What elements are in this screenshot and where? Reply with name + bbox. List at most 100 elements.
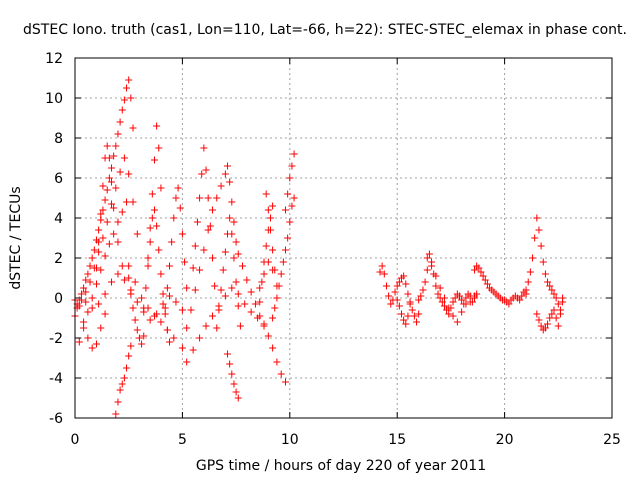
data-point (172, 194, 180, 202)
data-point (552, 314, 560, 322)
data-point (385, 292, 393, 300)
data-point (112, 142, 120, 150)
series-arc-x (82, 270, 186, 324)
data-point (105, 174, 113, 182)
data-point (279, 258, 287, 266)
data-point (258, 278, 266, 286)
series-arc-aa (415, 250, 481, 318)
data-point (434, 290, 442, 298)
data-point (181, 258, 189, 266)
data-point (269, 266, 277, 274)
data-point (260, 270, 268, 278)
data-point (282, 206, 290, 214)
data-point (129, 198, 137, 206)
data-point (157, 184, 165, 192)
data-point (290, 150, 298, 158)
data-point (110, 204, 118, 212)
data-point (256, 284, 264, 292)
data-point (548, 286, 556, 294)
series-arc-cc (471, 262, 530, 308)
data-point (178, 230, 186, 238)
data-point (120, 96, 128, 104)
data-point (217, 182, 225, 190)
data-point (269, 314, 277, 322)
data-point (449, 298, 457, 306)
data-point (541, 324, 549, 332)
data-point (101, 252, 109, 260)
x-tick-label: 0 (71, 432, 80, 448)
data-point (256, 312, 264, 320)
data-point (241, 300, 249, 308)
data-point (230, 380, 238, 388)
data-point (118, 262, 126, 270)
data-point (251, 300, 259, 308)
data-point (114, 218, 122, 226)
data-point (393, 282, 401, 290)
data-point (559, 294, 567, 302)
data-point (196, 266, 204, 274)
data-point (88, 254, 96, 262)
data-point (526, 268, 534, 276)
data-point (183, 358, 191, 366)
data-point (455, 292, 463, 300)
data-point (146, 316, 154, 324)
data-point (271, 304, 279, 312)
data-point (518, 292, 526, 300)
data-point (539, 258, 547, 266)
data-point (125, 274, 133, 282)
data-point (213, 324, 221, 332)
data-point (92, 264, 100, 272)
y-tick-label: 10 (45, 91, 63, 107)
series-arc-t (262, 190, 279, 274)
data-point (114, 270, 122, 278)
data-point (266, 214, 274, 222)
data-point (101, 290, 109, 298)
data-point (138, 340, 146, 348)
data-point (380, 270, 388, 278)
data-point (228, 284, 236, 292)
series-arc-j (144, 122, 165, 262)
series-arc-l (178, 170, 229, 352)
data-point (236, 322, 244, 330)
y-tick-label: 4 (54, 211, 63, 227)
data-point (138, 294, 146, 302)
data-point (97, 324, 105, 332)
x-tick-label: 15 (388, 432, 406, 448)
y-tick-labels: -6 -4 -2 0 2 4 6 8 10 12 (45, 51, 63, 427)
data-point (213, 194, 221, 202)
data-point (101, 310, 109, 318)
data-point (161, 304, 169, 312)
data-point (110, 230, 118, 238)
data-point (262, 242, 270, 250)
data-point (150, 206, 158, 214)
data-point (466, 298, 474, 306)
data-point (131, 316, 139, 324)
data-point (198, 170, 206, 178)
data-point (142, 284, 150, 292)
y-tick-label: 6 (54, 171, 63, 187)
data-point (211, 282, 219, 290)
data-point (432, 272, 440, 280)
data-point (82, 298, 90, 306)
data-point (273, 294, 281, 302)
data-point (286, 174, 294, 182)
data-point (155, 246, 163, 254)
series-arc-ee (533, 294, 567, 334)
data-point (423, 266, 431, 274)
data-point (77, 290, 85, 298)
data-point (415, 296, 423, 304)
data-point (277, 370, 285, 378)
data-point (273, 282, 281, 290)
data-point (449, 312, 457, 320)
data-point (215, 306, 223, 314)
data-point (221, 292, 229, 300)
data-point (178, 344, 186, 352)
data-point (196, 194, 204, 202)
series-arc-k (161, 184, 191, 312)
series-arc-i (140, 206, 174, 346)
data-point (243, 276, 251, 284)
data-point (97, 216, 105, 224)
data-point (178, 306, 186, 314)
data-point (479, 272, 487, 280)
data-point (99, 234, 107, 242)
